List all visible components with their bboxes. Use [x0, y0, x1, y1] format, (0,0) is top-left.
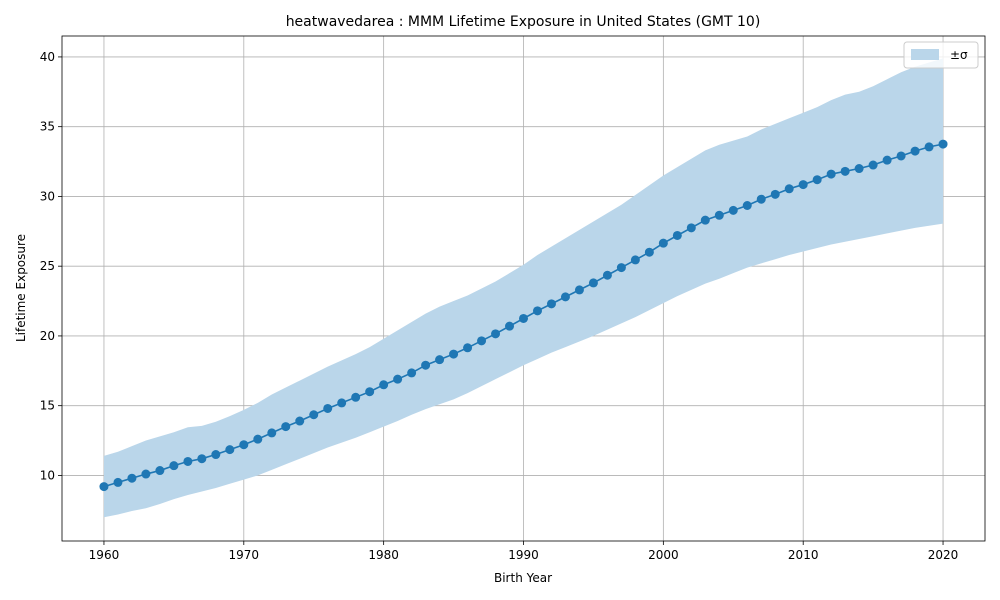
data-point: [281, 422, 291, 432]
data-point: [505, 321, 515, 331]
x-tick-label: 2020: [928, 548, 959, 562]
data-point: [127, 473, 137, 483]
data-point: [658, 238, 668, 248]
data-point: [644, 247, 654, 257]
y-tick-label: 15: [40, 399, 55, 413]
data-point: [379, 380, 389, 390]
y-axis-ticks: 10 15 20 25 30 35 40: [40, 50, 62, 482]
data-point: [560, 292, 570, 302]
data-point: [840, 166, 850, 176]
data-point: [924, 142, 934, 152]
series-markers-layer: [99, 139, 948, 492]
data-point: [183, 456, 193, 466]
data-point: [672, 230, 682, 240]
data-point: [574, 285, 584, 295]
data-point: [910, 146, 920, 156]
data-point: [868, 160, 878, 170]
data-point: [253, 434, 263, 444]
x-tick-label: 2000: [648, 548, 679, 562]
data-point: [463, 343, 473, 353]
data-point: [798, 180, 808, 190]
data-point: [784, 184, 794, 194]
sigma-band-layer: [103, 58, 944, 518]
data-point: [211, 450, 221, 460]
data-point: [337, 398, 347, 408]
legend-label-band: ±σ: [950, 48, 968, 62]
data-point: [225, 445, 235, 455]
data-point: [491, 329, 501, 339]
x-axis-title: Birth Year: [494, 571, 552, 585]
y-axis-title: Lifetime Exposure: [14, 234, 28, 342]
data-point: [882, 155, 892, 165]
data-point: [449, 349, 459, 359]
data-point: [770, 189, 780, 199]
data-point: [938, 139, 948, 149]
data-point: [435, 355, 445, 365]
data-point: [588, 278, 598, 288]
data-point: [812, 175, 822, 185]
data-point: [546, 299, 556, 309]
data-point: [700, 215, 710, 225]
data-point: [267, 428, 277, 438]
x-tick-label: 1970: [229, 548, 260, 562]
y-tick-label: 10: [40, 468, 55, 482]
x-tick-label: 2010: [788, 548, 819, 562]
x-tick-label: 1980: [368, 548, 399, 562]
data-point: [239, 440, 249, 450]
y-tick-label: 25: [40, 259, 55, 273]
data-point: [113, 477, 123, 487]
data-point: [99, 482, 109, 492]
data-point: [519, 313, 528, 323]
data-point: [421, 360, 431, 370]
data-point: [714, 210, 724, 220]
data-point: [532, 306, 542, 316]
data-point: [826, 169, 836, 179]
data-point: [393, 374, 403, 384]
data-point: [365, 387, 375, 397]
legend-swatch-band: [911, 49, 939, 60]
data-point: [309, 410, 319, 420]
data-point: [602, 270, 612, 280]
data-point: [616, 263, 626, 273]
data-point: [197, 454, 207, 464]
y-tick-label: 30: [40, 189, 55, 203]
data-point: [630, 255, 640, 265]
data-point: [351, 392, 361, 402]
data-point: [686, 223, 696, 233]
x-tick-label: 1960: [89, 548, 120, 562]
chart-title: heatwavedarea : MMM Lifetime Exposure in…: [286, 14, 761, 30]
data-point: [141, 469, 151, 479]
y-tick-label: 35: [40, 120, 55, 134]
data-point: [756, 194, 766, 204]
data-point: [477, 336, 487, 346]
data-point: [169, 461, 179, 471]
data-point: [896, 151, 906, 161]
x-axis-ticks: 1960 1970 1980 1990 2000 2010 2020: [89, 541, 959, 562]
data-point: [323, 403, 333, 413]
sigma-band: [103, 58, 944, 518]
legend-frame: [903, 41, 979, 69]
data-point: [295, 416, 305, 426]
data-point: [854, 164, 864, 174]
data-point: [155, 466, 165, 476]
data-point: [407, 368, 417, 378]
data-point: [728, 205, 738, 215]
data-point: [742, 200, 752, 210]
legend: ±σ: [903, 41, 979, 69]
y-tick-label: 40: [40, 50, 55, 64]
x-tick-label: 1990: [508, 548, 539, 562]
y-tick-label: 20: [40, 329, 55, 343]
